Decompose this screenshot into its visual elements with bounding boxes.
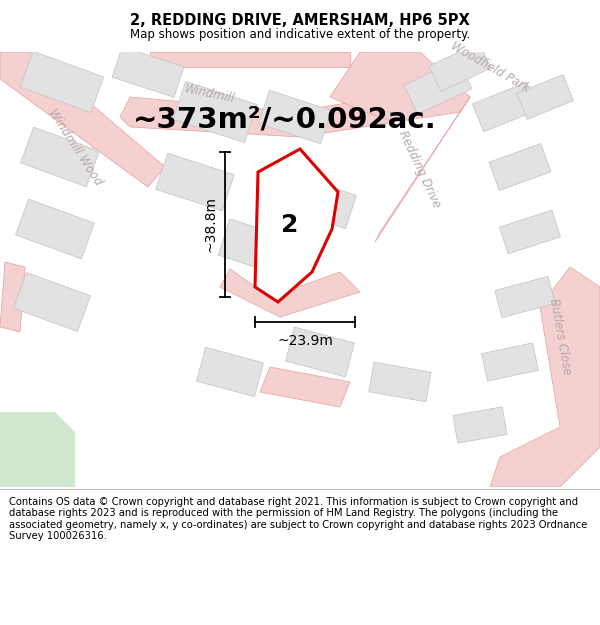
Polygon shape [120,97,395,137]
Polygon shape [218,219,292,275]
Text: 2, REDDING DRIVE, AMERSHAM, HP6 5PX: 2, REDDING DRIVE, AMERSHAM, HP6 5PX [130,13,470,28]
Polygon shape [0,412,75,487]
Polygon shape [472,82,538,132]
Text: Redding Drive: Redding Drive [397,128,443,210]
Polygon shape [375,97,470,242]
Polygon shape [220,269,360,317]
Text: 2: 2 [281,213,299,237]
Polygon shape [286,327,355,377]
Polygon shape [0,52,165,187]
Polygon shape [0,262,25,332]
Polygon shape [16,199,94,259]
Text: ~38.8m: ~38.8m [203,196,217,252]
Polygon shape [156,153,234,211]
Polygon shape [260,367,350,407]
Polygon shape [196,348,263,397]
Text: Contains OS data © Crown copyright and database right 2021. This information is : Contains OS data © Crown copyright and d… [9,497,587,541]
Text: Woodfield Park: Woodfield Park [448,39,532,95]
Polygon shape [495,276,555,318]
Text: Butlers Close: Butlers Close [547,298,573,376]
Polygon shape [173,81,257,142]
Polygon shape [20,51,104,112]
Polygon shape [429,42,491,91]
Polygon shape [489,144,551,191]
Text: Windmill Wood: Windmill Wood [46,106,104,188]
Polygon shape [259,91,331,144]
Text: Windmill: Windmill [184,82,236,106]
Polygon shape [14,272,91,331]
Polygon shape [255,149,338,302]
Polygon shape [490,267,600,487]
Text: ~23.9m: ~23.9m [277,334,333,348]
Polygon shape [453,407,507,443]
Polygon shape [500,210,560,254]
Polygon shape [112,47,184,98]
Polygon shape [369,362,431,402]
Polygon shape [330,52,470,122]
Polygon shape [150,52,350,67]
Polygon shape [284,176,356,229]
Text: ~373m²/~0.092ac.: ~373m²/~0.092ac. [133,105,437,133]
Polygon shape [517,74,574,119]
Polygon shape [482,343,538,381]
Polygon shape [20,127,100,187]
Polygon shape [404,60,472,114]
Text: Map shows position and indicative extent of the property.: Map shows position and indicative extent… [130,28,470,41]
